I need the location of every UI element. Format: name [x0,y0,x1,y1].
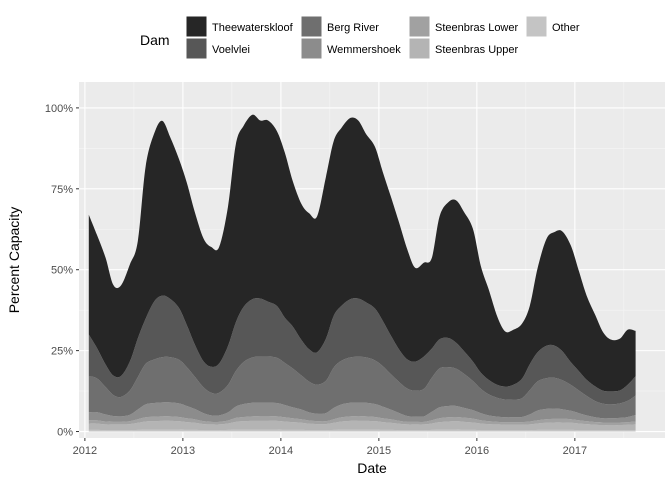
x-tick-label: 2012 [73,445,97,457]
area-series-steenbras-upper [88,420,636,431]
legend-swatch [185,37,208,60]
y-tick-label: 75% [51,184,73,196]
legend-label: Steenbras Upper [435,44,518,56]
legend-item: Voelvlei [185,37,250,60]
x-axis-ticks: 2012 2013 2014 2015 2016 2017 [73,438,587,457]
legend-swatch [525,15,548,38]
y-axis-ticks: 0% 25% 50% 75% 100% [45,103,79,439]
y-tick-label: 25% [51,346,73,358]
legend-label: Steenbras Lower [435,22,518,34]
area-series-other [88,429,636,432]
legend-swatch [300,15,323,38]
area-series-voelvlei [88,295,636,405]
y-tick-label: 0% [57,427,73,439]
legend: Dam Theewaterskloof Voelvlei Berg River Wem… [140,15,580,60]
legend-swatch [408,15,431,38]
legend-label: Other [552,22,580,34]
legend-item: Steenbras Lower [408,15,518,38]
legend-label: Berg River [327,22,379,34]
legend-item: Steenbras Upper [408,37,518,60]
x-tick-label: 2016 [465,445,489,457]
legend-label: Theewaterskloof [212,22,294,34]
y-tick-label: 100% [45,103,73,115]
legend-swatch [408,37,431,60]
y-tick-label: 50% [51,265,73,277]
x-tick-label: 2015 [367,445,391,457]
legend-item: Theewaterskloof [185,15,294,38]
legend-swatch [185,15,208,38]
legend-item: Berg River [300,15,379,38]
legend-item: Wemmershoek [300,37,401,60]
x-tick-label: 2014 [269,445,293,457]
area-series-steenbras-lower [88,416,636,426]
legend-item: Other [525,15,580,38]
area-series-wemmershoek [88,402,636,423]
x-axis-title: Date [357,460,387,476]
y-axis-title: Percent Capacity [6,207,22,314]
legend-label: Wemmershoek [327,44,401,56]
legend-label: Voelvlei [212,44,250,56]
legend-swatch [300,37,323,60]
area-series-berg-river [88,356,636,419]
area-series-theewaterskloof [88,114,636,392]
legend-title: Dam [140,32,170,48]
area-layers [88,114,636,432]
x-tick-label: 2013 [171,445,195,457]
x-tick-label: 2017 [563,445,587,457]
